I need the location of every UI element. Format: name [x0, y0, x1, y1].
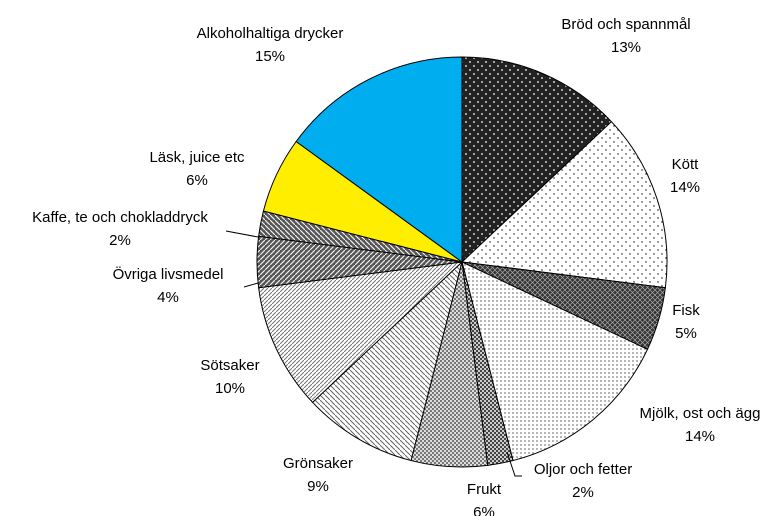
slice-label: Bröd och spannmål	[561, 16, 690, 33]
slice-label: Övriga livsmedel	[113, 265, 224, 283]
slice-label: Kaffe, te och chokladdryck	[32, 209, 208, 226]
pie	[256, 56, 668, 468]
slice-label: Sötsaker	[200, 357, 259, 374]
slice-label: Oljor och fetter	[534, 461, 632, 478]
labels: Bröd och spannmål 13% Kött 14% Fisk 5% Mjölk, …	[32, 16, 760, 516]
value-label: 10%	[215, 380, 245, 397]
leader-line	[506, 451, 522, 477]
slice-label: Grönsaker	[283, 455, 353, 472]
value-label: 5%	[675, 325, 697, 342]
pie-slice	[258, 261, 464, 404]
slice-label: Mjölk, ost och ägg	[640, 405, 761, 422]
pie-slice	[461, 56, 613, 264]
value-label: 15%	[255, 48, 285, 65]
leader-line	[243, 282, 259, 288]
slice-label: Fisk	[672, 302, 700, 319]
value-label: 2%	[109, 232, 131, 249]
slice-label: Läsk, juice etc	[149, 149, 245, 166]
value-label: 9%	[307, 478, 329, 495]
leader-line	[225, 230, 259, 238]
value-label: 14%	[685, 428, 715, 445]
value-label: 13%	[611, 39, 641, 56]
pie-slice	[461, 261, 649, 462]
value-label: 6%	[473, 504, 495, 516]
pie-slice	[295, 56, 463, 263]
value-label: 14%	[670, 179, 700, 196]
slice-label: Alkoholhaltiga drycker	[197, 25, 344, 42]
pie-slice	[460, 120, 668, 289]
value-label: 2%	[572, 484, 594, 501]
slice-label: Kött	[672, 156, 700, 173]
value-label: 6%	[186, 172, 208, 189]
value-label: 4%	[157, 289, 179, 306]
pie-slice	[311, 260, 463, 462]
slice-label: Frukt	[467, 481, 502, 498]
